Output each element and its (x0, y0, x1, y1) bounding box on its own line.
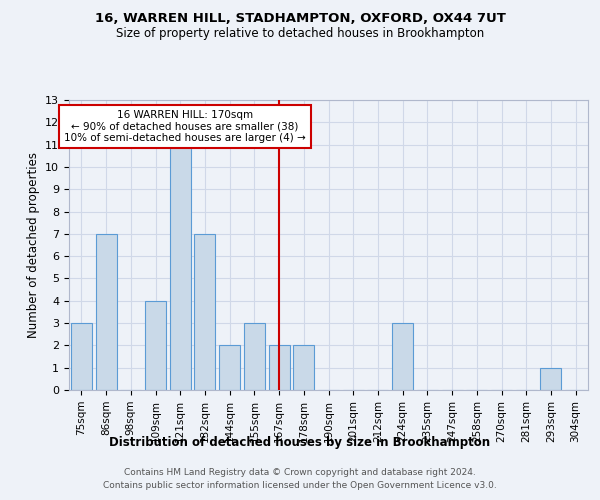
Y-axis label: Number of detached properties: Number of detached properties (26, 152, 40, 338)
Bar (244, 323, 265, 390)
Bar (541, 368, 562, 390)
Text: Distribution of detached houses by size in Brookhampton: Distribution of detached houses by size … (109, 436, 491, 449)
Bar (392, 323, 413, 390)
Bar (293, 346, 314, 390)
Text: Size of property relative to detached houses in Brookhampton: Size of property relative to detached ho… (116, 28, 484, 40)
Bar (269, 346, 290, 390)
Text: Contains public sector information licensed under the Open Government Licence v3: Contains public sector information licen… (103, 482, 497, 490)
Text: Contains HM Land Registry data © Crown copyright and database right 2024.: Contains HM Land Registry data © Crown c… (124, 468, 476, 477)
Bar (219, 346, 240, 390)
Bar (170, 144, 191, 390)
Text: 16, WARREN HILL, STADHAMPTON, OXFORD, OX44 7UT: 16, WARREN HILL, STADHAMPTON, OXFORD, OX… (95, 12, 505, 26)
Text: 16 WARREN HILL: 170sqm
← 90% of detached houses are smaller (38)
10% of semi-det: 16 WARREN HILL: 170sqm ← 90% of detached… (64, 110, 306, 143)
Bar (194, 234, 215, 390)
Bar (95, 234, 116, 390)
Bar (145, 301, 166, 390)
Bar (71, 323, 92, 390)
